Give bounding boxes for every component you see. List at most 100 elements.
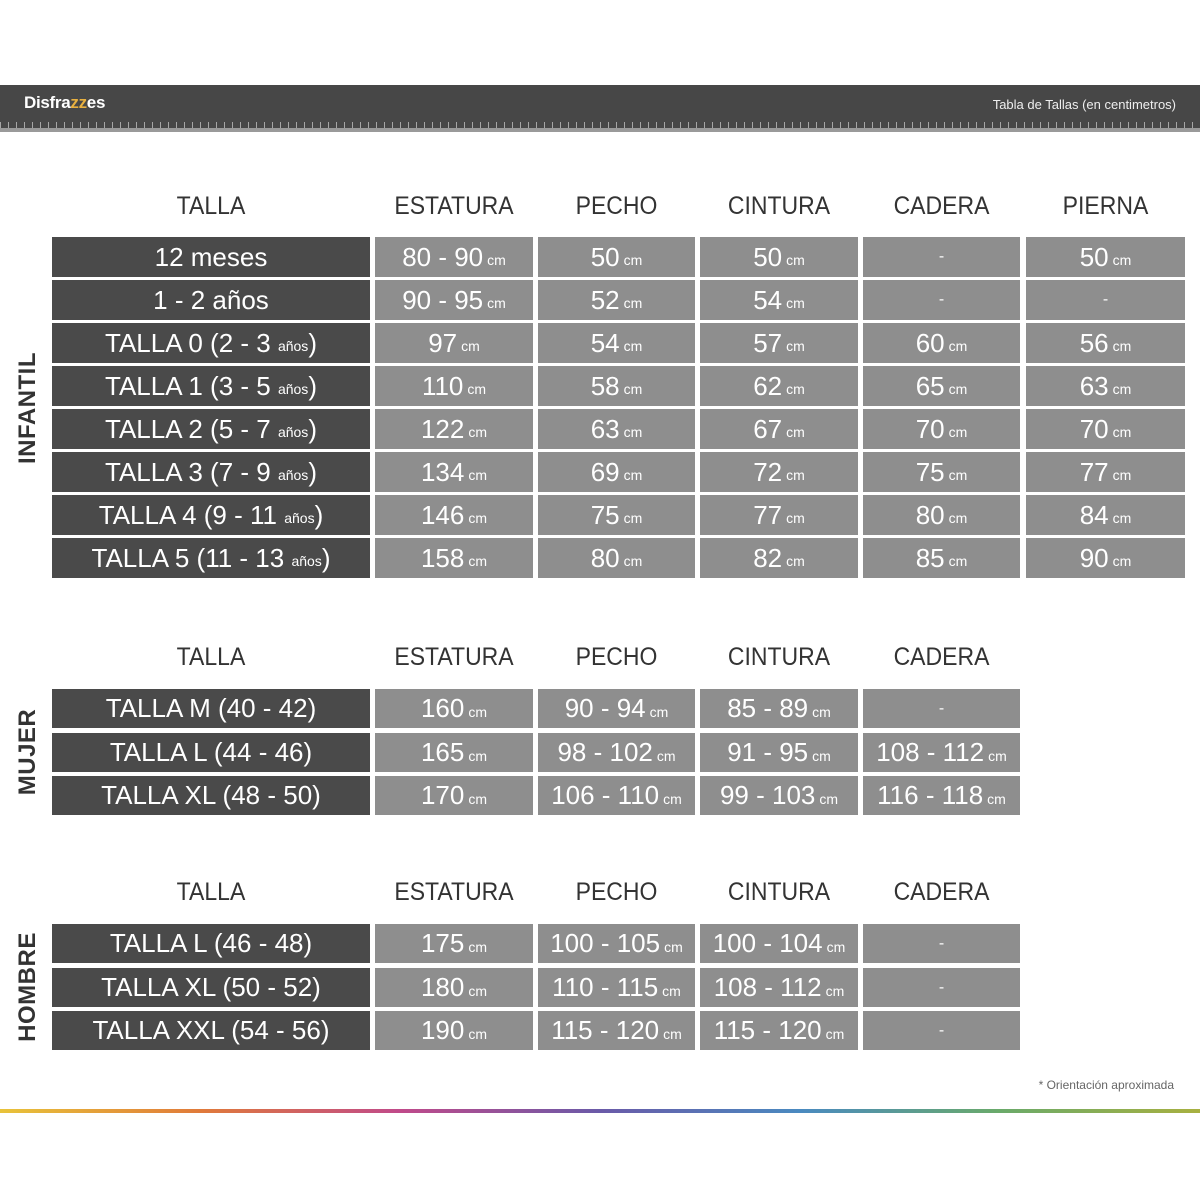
section-label-infantil: INFANTIL	[14, 352, 41, 464]
measurement-cell: 108 - 112 cm	[863, 733, 1020, 772]
column-header: ESTATURA	[394, 643, 514, 671]
measurement-unit: cm	[1112, 510, 1132, 526]
measurement-unit: cm	[623, 338, 643, 354]
size-label-cell: TALLA L (44 - 46)	[52, 733, 370, 772]
size-label-cell: 1 - 2 años	[52, 280, 370, 320]
size-label: TALLA XXL (54 - 56)	[92, 1015, 330, 1045]
size-label-cell: TALLA M (40 - 42)	[52, 689, 370, 728]
size-label-cell: TALLA L (46 - 48)	[52, 924, 370, 963]
measurement-cell: 165 cm	[375, 733, 533, 772]
measurement-cell: 70 cm	[1026, 409, 1185, 449]
size-label: TALLA 5 (11 - 13	[91, 542, 292, 573]
ruler-decoration	[0, 122, 1200, 132]
measurement-cell: 158 cm	[375, 538, 533, 578]
measurement-unit: cm	[812, 703, 831, 720]
measurement-unit: cm	[786, 553, 805, 569]
measurement-cell: 134 cm	[375, 452, 533, 492]
measurement-value: 116 - 118	[877, 780, 984, 810]
measurement-unit: cm	[825, 982, 845, 999]
column-header: CADERA	[893, 643, 990, 671]
measurement-cell: 75 cm	[863, 452, 1020, 492]
measurement-cell: 115 - 120 cm	[700, 1011, 858, 1050]
size-label-cell: TALLA 0 (2 - 3 años)	[52, 323, 370, 363]
measurement-unit: cm	[468, 747, 488, 764]
measurement-cell: 90 - 94 cm	[538, 689, 695, 728]
measurement-cell: 54 cm	[700, 280, 858, 320]
measurement-value: 85	[915, 542, 945, 573]
measurement-value: 67	[753, 413, 783, 444]
measurement-cell: 175 cm	[375, 924, 533, 963]
column-header: PECHO	[575, 192, 658, 220]
section-label-hombre: HOMBRE	[14, 932, 41, 1042]
measurement-cell: -	[863, 1011, 1020, 1050]
measurement-unit: cm	[663, 790, 682, 807]
measurement-cell: 108 - 112 cm	[700, 968, 858, 1007]
measurement-unit: cm	[467, 381, 487, 397]
measurement-value: 115 - 120	[551, 1015, 660, 1045]
measurement-value: 108 - 112	[713, 972, 822, 1002]
measurement-unit: cm	[948, 338, 968, 354]
measurement-unit: cm	[649, 703, 669, 720]
measurement-unit: cm	[987, 790, 1006, 807]
size-label: TALLA XL (50 - 52)	[101, 972, 321, 1002]
measurement-cell: -	[863, 280, 1020, 320]
measurement-value: 100 - 105	[550, 928, 661, 958]
measurement-value: 69	[590, 456, 620, 487]
measurement-value: 160	[420, 693, 465, 723]
measurement-cell: 122 cm	[375, 409, 533, 449]
size-label: TALLA 0 (2 - 3	[105, 327, 278, 358]
measurement-unit: cm	[825, 1025, 845, 1042]
measurement-cell: 115 - 120 cm	[538, 1011, 695, 1050]
measurement-cell: 180 cm	[375, 968, 533, 1007]
measurement-cell: 69 cm	[538, 452, 695, 492]
measurement-unit: cm	[786, 510, 805, 526]
column-header: PECHO	[575, 643, 658, 671]
size-label-cell: TALLA 5 (11 - 13 años)	[52, 538, 370, 578]
measurement-unit: cm	[948, 553, 968, 569]
ruler-baseline	[0, 128, 1200, 132]
measurement-unit: cm	[812, 747, 831, 764]
measurement-cell: 85 cm	[863, 538, 1020, 578]
measurement-value: 98 - 102	[557, 737, 653, 767]
measurement-unit: cm	[487, 295, 506, 311]
measurement-value: 80	[915, 499, 945, 530]
measurement-value: 115 - 120	[713, 1015, 822, 1045]
brand-logo: Disfrazzes	[24, 93, 106, 112]
measurement-cell: 77 cm	[700, 495, 858, 535]
measurement-cell: 57 cm	[700, 323, 858, 363]
measurement-value: 90 - 95	[402, 284, 484, 315]
column-header: PECHO	[575, 878, 658, 906]
size-label-cell: 12 meses	[52, 237, 370, 277]
measurement-value: 50	[590, 241, 620, 272]
measurement-unit: cm	[948, 381, 968, 397]
measurement-value: -	[938, 978, 945, 996]
measurement-cell: 98 - 102 cm	[538, 733, 695, 772]
measurement-cell: 70 cm	[863, 409, 1020, 449]
measurement-value: 108 - 112	[876, 737, 985, 767]
measurement-cell: 110 cm	[375, 366, 533, 406]
column-header: CADERA	[893, 878, 990, 906]
measurement-unit: cm	[623, 510, 643, 526]
size-label-age-unit: años	[277, 381, 309, 397]
measurement-cell: 170 cm	[375, 776, 533, 815]
measurement-value: 75	[590, 499, 620, 530]
measurement-value: 57	[753, 327, 783, 358]
size-label: TALLA L (46 - 48)	[109, 928, 313, 958]
measurement-value: 90 - 94	[564, 693, 646, 723]
size-label-age-unit: años	[277, 338, 309, 354]
measurement-unit: cm	[468, 790, 488, 807]
measurement-unit: cm	[623, 252, 643, 268]
measurement-unit: cm	[1112, 252, 1132, 268]
color-bar-decoration	[0, 1109, 1200, 1113]
measurement-value: 60	[915, 327, 945, 358]
measurement-value: 54	[590, 327, 620, 358]
measurement-unit: cm	[988, 747, 1007, 764]
measurement-unit: cm	[468, 424, 488, 440]
measurement-unit: cm	[662, 982, 681, 999]
measurement-value: 90	[1079, 542, 1109, 573]
measurement-unit: cm	[623, 553, 643, 569]
size-label: TALLA 1 (3 - 5	[105, 370, 278, 401]
measurement-unit: cm	[948, 510, 968, 526]
size-label: TALLA L (44 - 46)	[109, 737, 313, 767]
measurement-cell: 100 - 104 cm	[700, 924, 858, 963]
